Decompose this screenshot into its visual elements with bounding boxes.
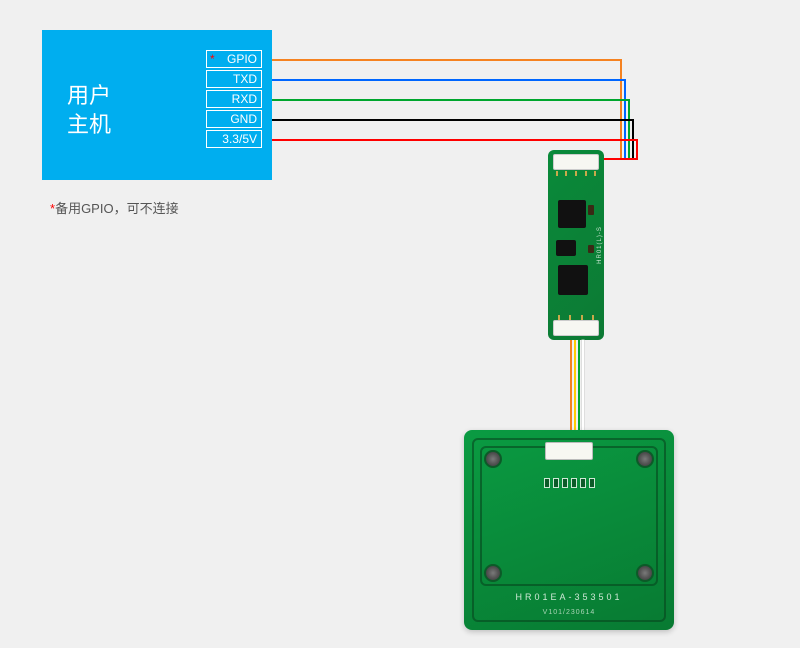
pcb1-chip2 — [556, 240, 576, 256]
ribbon-wire-2 — [578, 340, 580, 442]
wire-gnd-h — [272, 119, 632, 121]
pin-star-icon: * — [210, 51, 215, 67]
footnote-text: 备用GPIO，可不连接 — [55, 201, 179, 216]
pcb1-top-connector — [553, 154, 599, 170]
screw-bl — [484, 564, 502, 582]
ribbon-wire-0 — [570, 340, 572, 442]
host-title: 用户 主机 — [67, 82, 111, 139]
pcb1-bot-connector — [553, 320, 599, 336]
pcb1-chip1 — [558, 200, 586, 228]
pcb2-smd-row — [539, 468, 599, 498]
host-title-line2: 主机 — [67, 111, 111, 140]
pin-gpio: * GPIO — [206, 50, 262, 68]
pcb1-label: HR01(L)-S — [597, 226, 603, 264]
wire-3.3/5v-v — [636, 139, 638, 158]
wire-3.3/5v-h2 — [604, 158, 638, 160]
wire-rxd-h — [272, 99, 628, 101]
wire-gpio-h — [272, 59, 620, 61]
pin-vcc-label: 3.3/5V — [222, 132, 257, 146]
pcb2-label: HR01EA-353501 — [464, 592, 674, 602]
pin-gnd-label: GND — [230, 112, 257, 126]
wire-txd-h — [272, 79, 624, 81]
pcb2-sublabel: V101/230614 — [464, 609, 674, 616]
host-title-line1: 用户 — [67, 82, 111, 111]
ribbon-wire-3 — [582, 340, 584, 442]
pin-txd-label: TXD — [233, 72, 257, 86]
pcb-antenna: HR01EA-353501 V101/230614 — [464, 430, 674, 630]
pcb2-connector — [545, 442, 593, 460]
pin-txd: TXD — [206, 70, 262, 88]
screw-br — [636, 564, 654, 582]
pin-gpio-label: GPIO — [227, 52, 257, 66]
pcb1-cap2 — [588, 245, 594, 253]
pcb1-cap1 — [588, 205, 594, 215]
pin-rxd-label: RXD — [232, 92, 257, 106]
host-box: 用户 主机 * GPIO TXD RXD GND 3.3/5V — [42, 30, 272, 180]
pcb-module: HR01(L)-S — [548, 150, 604, 340]
pcb2-trace-inner — [480, 446, 658, 586]
pin-gnd: GND — [206, 110, 262, 128]
screw-tr — [636, 450, 654, 468]
ribbon-wire-1 — [574, 340, 576, 442]
wire-gpio-v — [620, 59, 622, 158]
screw-tl — [484, 450, 502, 468]
wire-rxd-v — [628, 99, 630, 158]
pcb1-top-pins — [548, 170, 604, 176]
pcb1-chip3 — [558, 265, 588, 295]
footnote: *备用GPIO，可不连接 — [50, 198, 179, 217]
wire-3.3/5v-h — [272, 139, 636, 141]
pin-vcc: 3.3/5V — [206, 130, 262, 148]
pin-rxd: RXD — [206, 90, 262, 108]
